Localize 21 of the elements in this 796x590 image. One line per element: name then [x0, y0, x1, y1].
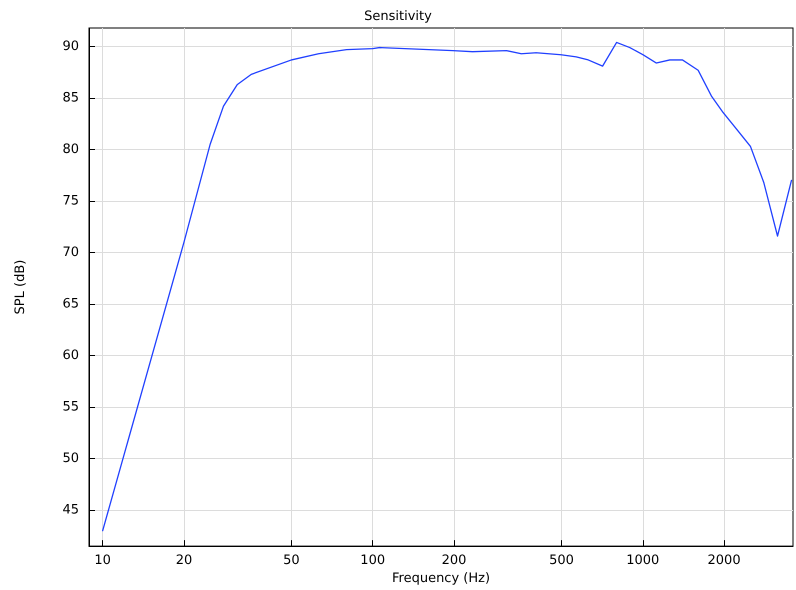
- x-tick-label: 2000: [708, 553, 741, 568]
- y-tick-label: 45: [62, 502, 79, 518]
- y-tick-label: 75: [62, 194, 79, 209]
- x-axis-title: Frequency (Hz): [392, 571, 490, 586]
- chart-title: Sensitivity: [364, 9, 432, 24]
- x-tick-label: 500: [549, 553, 574, 568]
- x-tick-label: 200: [442, 553, 466, 568]
- y-tick-label: 60: [62, 348, 79, 364]
- x-tick-label: 1000: [626, 553, 660, 568]
- y-axis-title: SPL (dB): [13, 260, 28, 314]
- y-tick-label: 70: [62, 245, 79, 260]
- y-tick-label: 50: [62, 451, 79, 466]
- y-tick-label: 85: [62, 90, 79, 106]
- y-tick-label: 55: [62, 400, 79, 415]
- x-tick-label: 10: [94, 553, 111, 568]
- y-tick-label: 90: [62, 39, 79, 54]
- x-tick-label: 100: [360, 553, 386, 568]
- x-tick-label: 20: [176, 553, 192, 568]
- y-tick-label: 80: [62, 142, 79, 158]
- x-tick-label: 50: [283, 553, 300, 568]
- y-tick-label: 65: [62, 296, 79, 312]
